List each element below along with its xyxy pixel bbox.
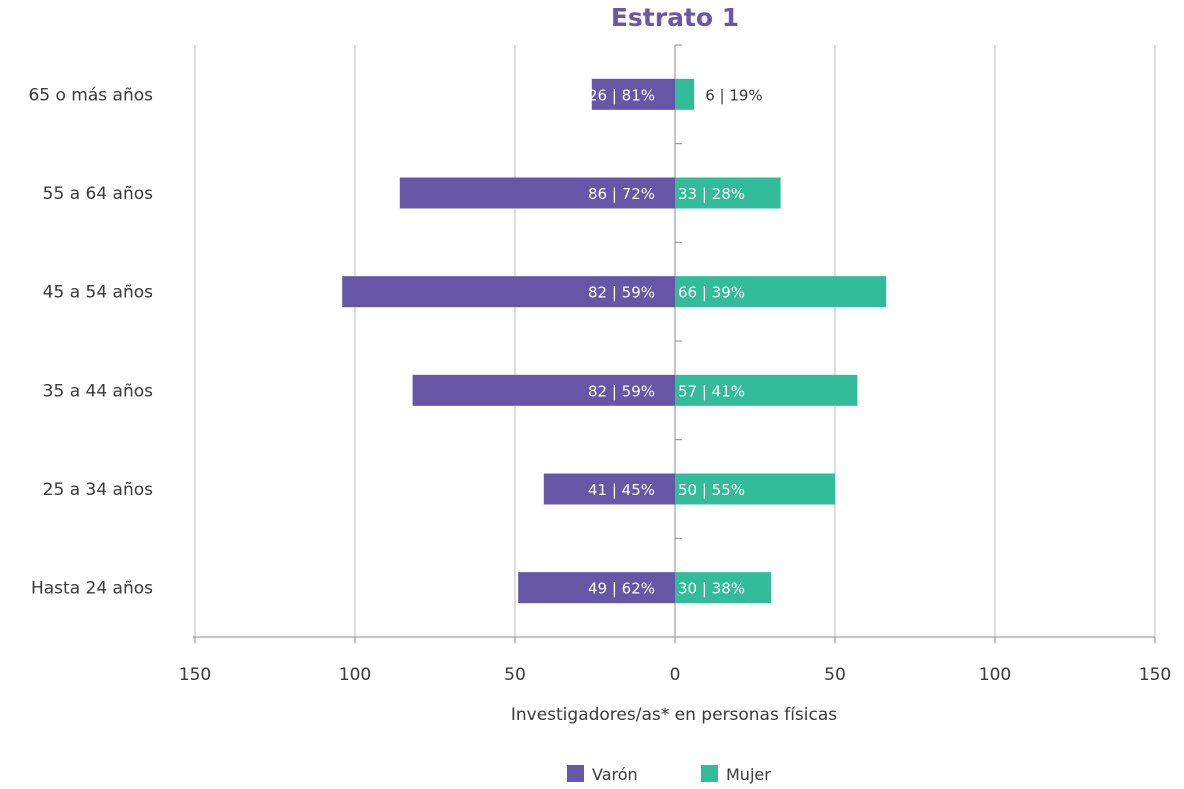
category-label: 35 a 44 años: [43, 381, 153, 401]
x-axis-label: Investigadores/as* en personas físicas: [511, 705, 837, 725]
bar-mujer: [675, 177, 781, 209]
bar-mujer: [675, 276, 887, 308]
category-label: 25 a 34 años: [43, 480, 153, 500]
data-label-mujer: 30 | 38%: [678, 580, 745, 598]
data-labels: 26 | 81% 6 | 19% 86 | 72% 33 | 28% 82 | 59% 6…: [588, 86, 763, 597]
legend-swatch: [701, 765, 718, 782]
x-tick-labels: 150 100 50 0 50 100 150: [179, 665, 1171, 685]
data-label-varon: 82 | 59%: [588, 382, 655, 400]
bar-varon: [342, 276, 675, 308]
category-label: Hasta 24 años: [31, 579, 153, 599]
bar-varon: [518, 572, 675, 604]
x-tick-label: 100: [339, 665, 371, 685]
category-label: 45 a 54 años: [43, 283, 153, 303]
data-label-varon: 41 | 45%: [588, 481, 655, 499]
axes: [193, 44, 1156, 643]
data-label-varon: 49 | 62%: [588, 580, 655, 598]
data-label-mujer: 66 | 39%: [678, 284, 745, 302]
x-tick-label: 50: [824, 665, 846, 685]
bar-mujer: [675, 78, 695, 110]
bar-mujer: [675, 473, 835, 505]
x-tick-label: 0: [670, 665, 681, 685]
legend-label: Mujer: [726, 765, 771, 784]
bar-mujer: [675, 374, 858, 406]
bar-varon: [591, 78, 675, 110]
data-label-varon: 86 | 72%: [588, 185, 655, 203]
bars: [342, 78, 887, 604]
x-tick-label: 150: [1139, 665, 1171, 685]
bar-varon: [543, 473, 675, 505]
bar-mujer: [675, 572, 771, 604]
data-label-mujer: 50 | 55%: [678, 481, 745, 499]
bar-varon: [399, 177, 675, 209]
legend: Varón Mujer: [567, 765, 771, 784]
chart-title: Estrato 1: [611, 3, 739, 32]
legend-label: Varón: [592, 765, 638, 784]
data-label-varon: 82 | 59%: [588, 284, 655, 302]
category-labels: 65 o más años 55 a 64 años 45 a 54 años 35 …: [28, 85, 153, 598]
category-label: 55 a 64 años: [43, 184, 153, 204]
x-tick-label: 150: [179, 665, 211, 685]
bar-varon: [412, 374, 675, 406]
data-label-mujer: 33 | 28%: [678, 185, 745, 203]
category-label: 65 o más años: [28, 85, 153, 105]
legend-swatch: [567, 765, 584, 782]
x-tick-label: 50: [504, 665, 526, 685]
grid-lines: [194, 45, 1156, 637]
data-label-mujer: 6 | 19%: [705, 86, 762, 104]
data-label-varon: 26 | 81%: [588, 86, 655, 104]
data-label-mujer: 57 | 41%: [678, 382, 745, 400]
x-tick-label: 100: [979, 665, 1011, 685]
